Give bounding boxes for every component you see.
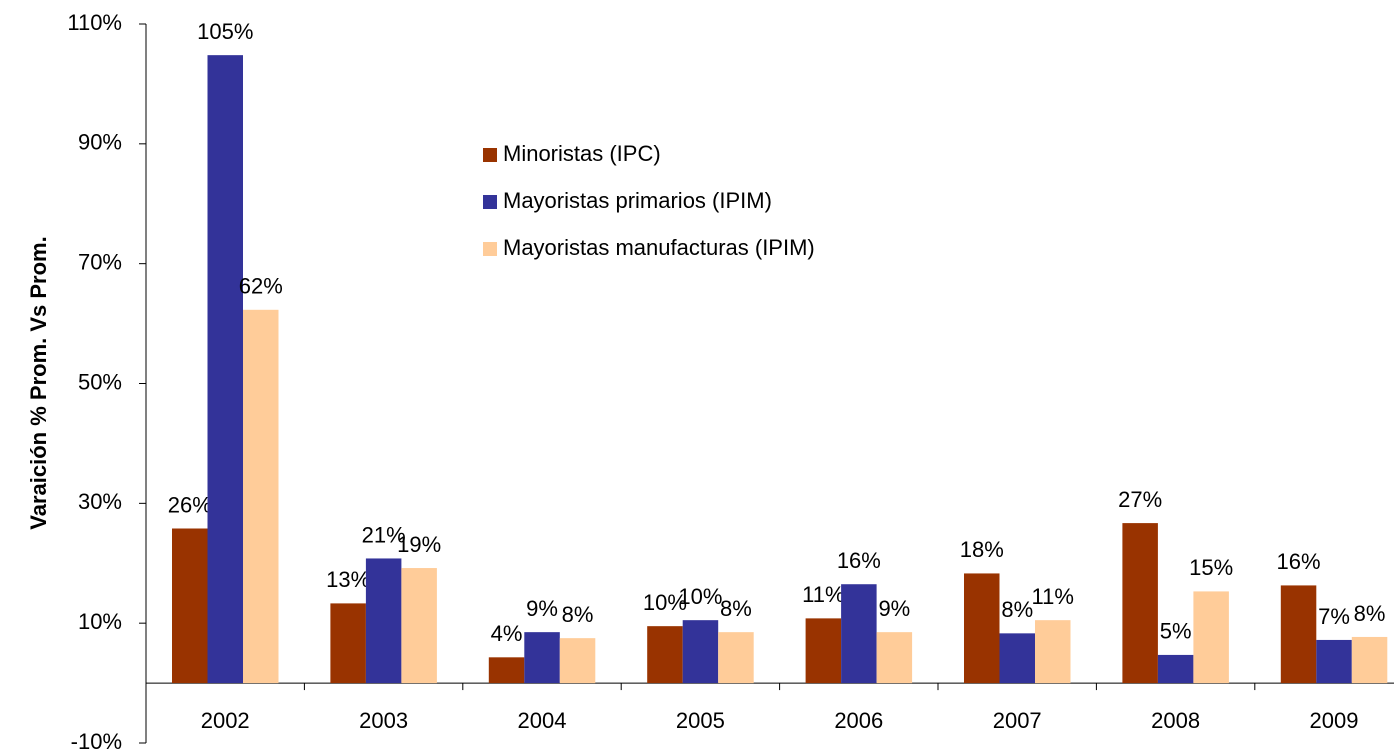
bar <box>1351 636 1388 684</box>
legend-label: Mayoristas manufacturas (IPIM) <box>503 235 815 260</box>
y-tick-label: 10% <box>78 609 122 634</box>
bar <box>559 638 596 684</box>
data-label: 5% <box>1160 619 1192 644</box>
bar <box>718 632 754 684</box>
bar <box>488 657 525 684</box>
x-tick-label: 2003 <box>359 708 408 733</box>
data-label: 8% <box>1001 597 1033 622</box>
bar <box>1280 585 1317 684</box>
bar <box>805 618 842 684</box>
bar <box>365 558 402 684</box>
data-label: 16% <box>1277 549 1321 574</box>
data-label: 26% <box>168 492 212 517</box>
y-tick-label: 30% <box>78 489 122 514</box>
bar <box>207 55 243 684</box>
data-label: 8% <box>720 596 752 621</box>
data-label: 10% <box>643 590 687 615</box>
bar <box>647 626 683 684</box>
bar <box>841 584 877 684</box>
data-label: 8% <box>562 602 594 627</box>
data-label: 21% <box>362 522 406 547</box>
data-label: 19% <box>397 532 441 557</box>
data-label: 62% <box>239 274 283 299</box>
data-label: 16% <box>837 548 881 573</box>
data-label: 15% <box>1189 555 1233 580</box>
data-label: 27% <box>1118 487 1162 512</box>
x-tick-label: 2005 <box>676 708 725 733</box>
x-tick-label: 2008 <box>1151 708 1200 733</box>
bar <box>1122 523 1158 684</box>
data-label: 105% <box>197 19 253 44</box>
bar <box>330 603 366 684</box>
legend-swatch <box>483 242 497 256</box>
data-label: 8% <box>1354 601 1386 626</box>
data-label: 11% <box>802 582 844 607</box>
bar <box>401 568 437 684</box>
y-tick-label: 110% <box>67 10 122 35</box>
y-tick-label: -10% <box>71 729 122 750</box>
bar <box>682 620 719 684</box>
legend-label: Minoristas (IPC) <box>503 141 661 166</box>
data-label: 10% <box>678 584 722 609</box>
bar <box>524 632 560 684</box>
bar <box>876 632 913 684</box>
bar <box>999 633 1035 684</box>
x-tick-label: 2006 <box>834 708 883 733</box>
bar <box>1035 620 1071 684</box>
data-label: 4% <box>491 621 523 646</box>
data-label: 18% <box>960 537 1004 562</box>
x-tick-label: 2009 <box>1310 708 1359 733</box>
legend-swatch <box>483 195 497 209</box>
x-tick-label: 2004 <box>518 708 567 733</box>
bar <box>172 528 208 684</box>
legend-swatch <box>483 148 497 162</box>
y-tick-label: 50% <box>78 369 122 394</box>
x-tick-label: 2002 <box>201 708 250 733</box>
data-label: 9% <box>878 596 910 621</box>
bar <box>1316 639 1352 684</box>
bar <box>1193 591 1229 684</box>
data-label: 13% <box>326 567 370 592</box>
y-tick-label: 70% <box>78 249 122 274</box>
x-tick-label: 2007 <box>993 708 1042 733</box>
legend-label: Mayoristas primarios (IPIM) <box>503 188 772 213</box>
bar <box>964 573 1000 684</box>
y-axis-title: Varaición % Prom. Vs Prom. <box>26 236 51 529</box>
data-label: 11% <box>1032 584 1074 609</box>
data-label: 9% <box>526 596 558 621</box>
bar <box>243 309 279 684</box>
data-label: 7% <box>1318 604 1350 629</box>
bar <box>1157 654 1194 684</box>
y-tick-label: 90% <box>78 130 122 155</box>
